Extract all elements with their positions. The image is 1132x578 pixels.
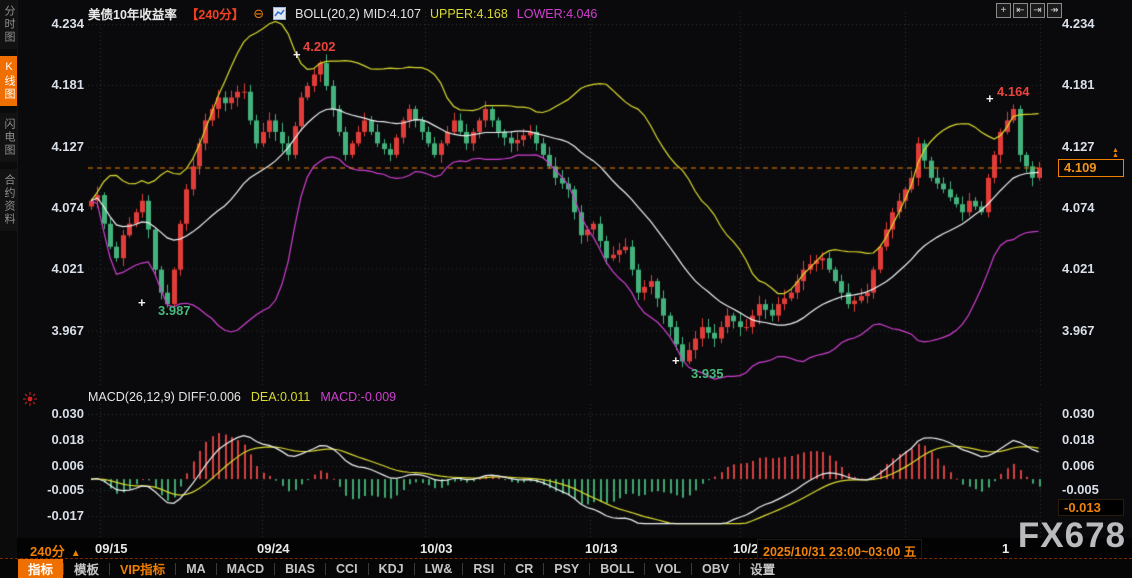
toolbar-item-7[interactable]: KDJ: [378, 561, 404, 576]
toolbar-divider: [325, 562, 327, 575]
price-tick-left: 3.967: [51, 322, 84, 338]
toolbar-divider: [63, 562, 65, 575]
extreme-label-low: 3.987: [158, 303, 191, 318]
toolbar-item-9[interactable]: RSI: [473, 561, 495, 576]
main-chart-canvas[interactable]: [88, 12, 1042, 388]
toolbar-divider: [691, 562, 692, 575]
price-tick-left: 4.181: [51, 76, 84, 92]
price-tick-right: 4.021: [1062, 260, 1095, 276]
toolbar-divider: [543, 562, 545, 575]
toolbar-divider: [109, 562, 111, 575]
watermark: FX678: [1017, 516, 1126, 555]
toolbar-item-5[interactable]: BIAS: [285, 561, 316, 576]
x-axis-label: 09/15: [95, 541, 128, 556]
current-macd-box: -0.013: [1058, 499, 1124, 516]
toolbar-divider: [504, 562, 506, 575]
toolbar-item-12[interactable]: BOLL: [600, 561, 635, 576]
toolbar-item-3[interactable]: MA: [186, 561, 206, 576]
toolbar-item-2[interactable]: VIP指标: [120, 563, 166, 577]
price-tick-left: 4.234: [51, 16, 84, 31]
toolbar-item-10[interactable]: CR: [515, 561, 534, 576]
extreme-cross-marker: +: [138, 295, 146, 310]
shift-right-icon[interactable]: ↠: [1047, 3, 1062, 18]
period-toggle[interactable]: 240分 ▲: [30, 544, 81, 559]
toolbar-divider: [413, 562, 415, 575]
extreme-cross-marker: +: [293, 47, 301, 62]
indicator-settings-icon[interactable]: [23, 392, 37, 406]
extreme-cross-marker: +: [986, 91, 994, 106]
macd-name: MACD(26,12,9) DIFF:0.006: [88, 390, 241, 404]
toolbar-item-15[interactable]: 设置: [750, 563, 776, 577]
macd-header: MACD(26,12,9) DIFF:0.006 DEA:0.011 MACD:…: [88, 390, 396, 404]
toolbar-divider: [274, 562, 276, 575]
sidebar-item-3[interactable]: 合约资料: [0, 169, 17, 231]
toolbar-item-4[interactable]: MACD: [226, 561, 265, 576]
toolbar-divider: [175, 562, 177, 575]
toolbar-divider: [644, 562, 646, 575]
toolbar-item-0[interactable]: 指标: [18, 559, 64, 578]
macd-tick-right: -0.005: [1062, 481, 1099, 497]
sidebar-item-2[interactable]: 闪电图: [0, 113, 17, 162]
macd-tick-left: 0.030: [51, 406, 84, 421]
price-tick-right: 4.127: [1062, 138, 1095, 154]
x-axis-label: 10/13: [585, 541, 618, 556]
price-tick-right: 4.181: [1062, 76, 1095, 92]
extreme-label-low: 3.935: [691, 366, 724, 381]
toolbar-item-8[interactable]: LW&: [424, 561, 453, 576]
macd-chart-canvas[interactable]: [88, 404, 1042, 539]
extreme-cross-marker: +: [672, 353, 680, 368]
current-price-box: 4.109: [1058, 159, 1124, 177]
price-tick-left: 4.127: [51, 138, 84, 154]
x-axis-label: 09/24: [257, 541, 290, 556]
price-tick-left: 4.021: [51, 260, 84, 276]
macd-tick-left: -0.017: [47, 507, 84, 523]
sidebar-item-1[interactable]: K线图: [0, 56, 17, 106]
x-axis-partial-label: 1: [1002, 541, 1010, 556]
macd-tick-right: 0.006: [1062, 458, 1095, 474]
x-axis-bar: 240分 ▲ 09/15 09/24 10/03 10/13 10/2 2025/10/3…: [17, 538, 1132, 562]
macd-tick-right: 0.030: [1062, 406, 1095, 421]
sidebar: 分时图 K线图闪电图合约资料: [0, 0, 18, 558]
x-axis-label: 10/03: [420, 541, 453, 556]
period-arrow-icon: ▲: [70, 548, 81, 559]
macd-dea-readout: DEA:0.011: [250, 390, 311, 404]
price-tick-right: 4.234: [1062, 16, 1095, 31]
x-axis-label: 10/2: [733, 541, 759, 556]
macd-bar-readout: MACD:-0.009: [320, 390, 397, 404]
toolbar-divider: [462, 562, 464, 575]
toolbar-item-11[interactable]: PSY: [554, 561, 580, 576]
toolbar-divider: [367, 562, 369, 575]
price-up-marker-icon: ▲ ▲: [1112, 147, 1119, 159]
toolbar-divider: [215, 562, 217, 575]
toolbar-divider: [739, 562, 741, 575]
macd-tick-left: -0.005: [47, 481, 84, 497]
sidebar-item-0[interactable]: 分时图: [0, 0, 17, 49]
extreme-label-high: 4.164: [997, 84, 1030, 99]
toolbar-item-14[interactable]: OBV: [702, 561, 730, 576]
price-tick-right: 4.074: [1062, 199, 1095, 215]
macd-tick-left: 0.006: [51, 458, 84, 474]
extreme-label-high: 4.202: [303, 39, 336, 54]
toolbar-divider: [589, 562, 591, 575]
price-tick-right: 3.967: [1062, 322, 1095, 338]
indicator-toolbar: 指标 模板 VIP指标 MA MACD BIAS CCI KDJ LW& RSI CR PSY BOLL…: [0, 558, 1132, 578]
macd-tick-right: 0.018: [1062, 432, 1095, 448]
macd-tick-left: 0.018: [51, 432, 84, 448]
window-icons: + ⇤ ⇥ ↠: [996, 3, 1062, 18]
toolbar-item-6[interactable]: CCI: [336, 561, 358, 576]
toolbar-item-1[interactable]: 模板: [74, 563, 100, 577]
toolbar-item-13[interactable]: VOL: [655, 561, 681, 576]
price-tick-left: 4.074: [51, 199, 84, 215]
